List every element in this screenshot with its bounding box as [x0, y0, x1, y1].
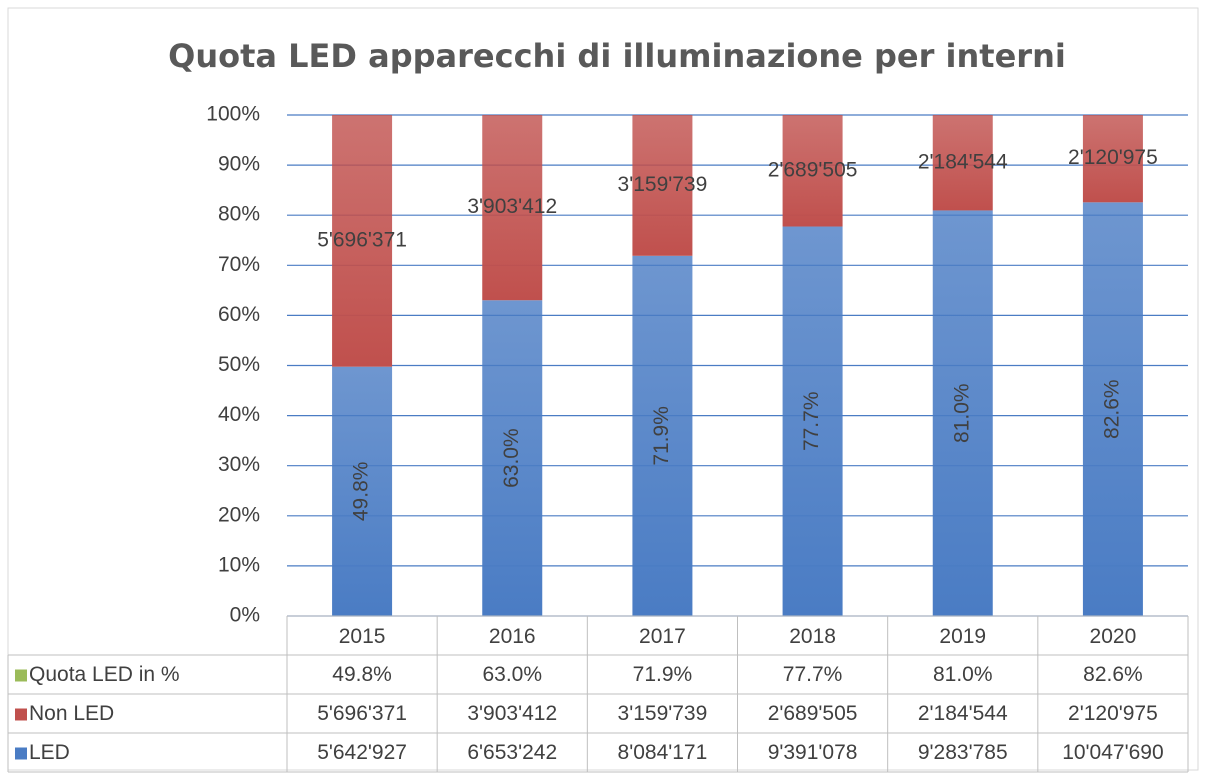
bar-segment [782, 115, 843, 227]
table-cell: 49.8% [332, 663, 392, 686]
x-tick-label: 2018 [789, 625, 836, 648]
bar-segment [482, 300, 543, 616]
table-cell: 3'903'412 [467, 702, 557, 725]
legend-label: LED [29, 741, 70, 764]
bar-label: 49.8% [350, 462, 373, 522]
chart-frame [7, 7, 1199, 771]
table-cell: 3'159'739 [618, 702, 708, 725]
table-cell: 8'084'171 [618, 741, 708, 764]
y-tick-label: 100% [206, 103, 260, 126]
bar-label: 82.6% [1100, 379, 1123, 439]
bar-segment [632, 255, 693, 616]
x-tick-label: 2019 [939, 625, 986, 648]
bar-label: 77.7% [800, 391, 823, 451]
table-cell: 5'696'371 [317, 702, 407, 725]
table-cell: 2'689'505 [768, 702, 858, 725]
table-cell: 9'283'785 [918, 741, 1008, 764]
y-tick-label: 40% [218, 403, 260, 426]
bar-segment [332, 366, 393, 616]
y-tick-label: 50% [218, 353, 260, 376]
legend-label: Non LED [29, 702, 114, 725]
bar-segment [1082, 202, 1143, 616]
table-cell: 82.6% [1083, 663, 1143, 686]
bar-label: 81.0% [950, 383, 973, 443]
bar-label: 3'159'739 [618, 173, 708, 196]
bar-label: 3'903'412 [467, 195, 557, 218]
y-tick-label: 20% [218, 503, 260, 526]
legend-swatch [15, 708, 27, 721]
legend-swatch [15, 669, 27, 682]
table-cell: 2'120'975 [1068, 702, 1158, 725]
table-cell: 63.0% [482, 663, 542, 686]
bar-label: 2'184'544 [918, 150, 1008, 173]
legend-label: Quota LED in % [29, 663, 180, 686]
x-tick-label: 2020 [1090, 625, 1137, 648]
table-cell: 71.9% [633, 663, 693, 686]
bar-segment [632, 115, 693, 256]
y-tick-label: 90% [218, 153, 260, 176]
table-cell: 6'653'242 [467, 741, 557, 764]
bar-label: 71.9% [650, 406, 673, 466]
bar-label: 5'696'371 [317, 228, 407, 251]
x-tick-label: 2015 [339, 625, 386, 648]
bar-segment [332, 115, 393, 367]
y-tick-label: 0% [230, 604, 260, 627]
table-cell: 2'184'544 [918, 702, 1008, 725]
bar-segment [482, 115, 543, 301]
bar-segment [1082, 115, 1143, 203]
y-tick-label: 60% [218, 303, 260, 326]
bar-label: 63.0% [500, 428, 523, 488]
table-cell: 10'047'690 [1062, 741, 1163, 764]
bar-label: 2'689'505 [768, 158, 858, 181]
bar-segment [932, 210, 993, 616]
y-tick-label: 30% [218, 453, 260, 476]
y-tick-label: 10% [218, 553, 260, 576]
bar-segment [932, 115, 993, 211]
bar-segment [782, 226, 843, 616]
x-tick-label: 2017 [639, 625, 686, 648]
bar-label: 2'120'975 [1068, 146, 1158, 169]
table-cell: 9'391'078 [768, 741, 858, 764]
table-cell: 5'642'927 [317, 741, 407, 764]
chart-title: Quota LED apparecchi di illuminazione pe… [168, 37, 1066, 75]
x-tick-label: 2016 [489, 625, 536, 648]
table-cell: 81.0% [933, 663, 993, 686]
legend-swatch [15, 747, 27, 760]
y-tick-label: 70% [218, 253, 260, 276]
table-cell: 77.7% [783, 663, 843, 686]
y-tick-label: 80% [218, 203, 260, 226]
